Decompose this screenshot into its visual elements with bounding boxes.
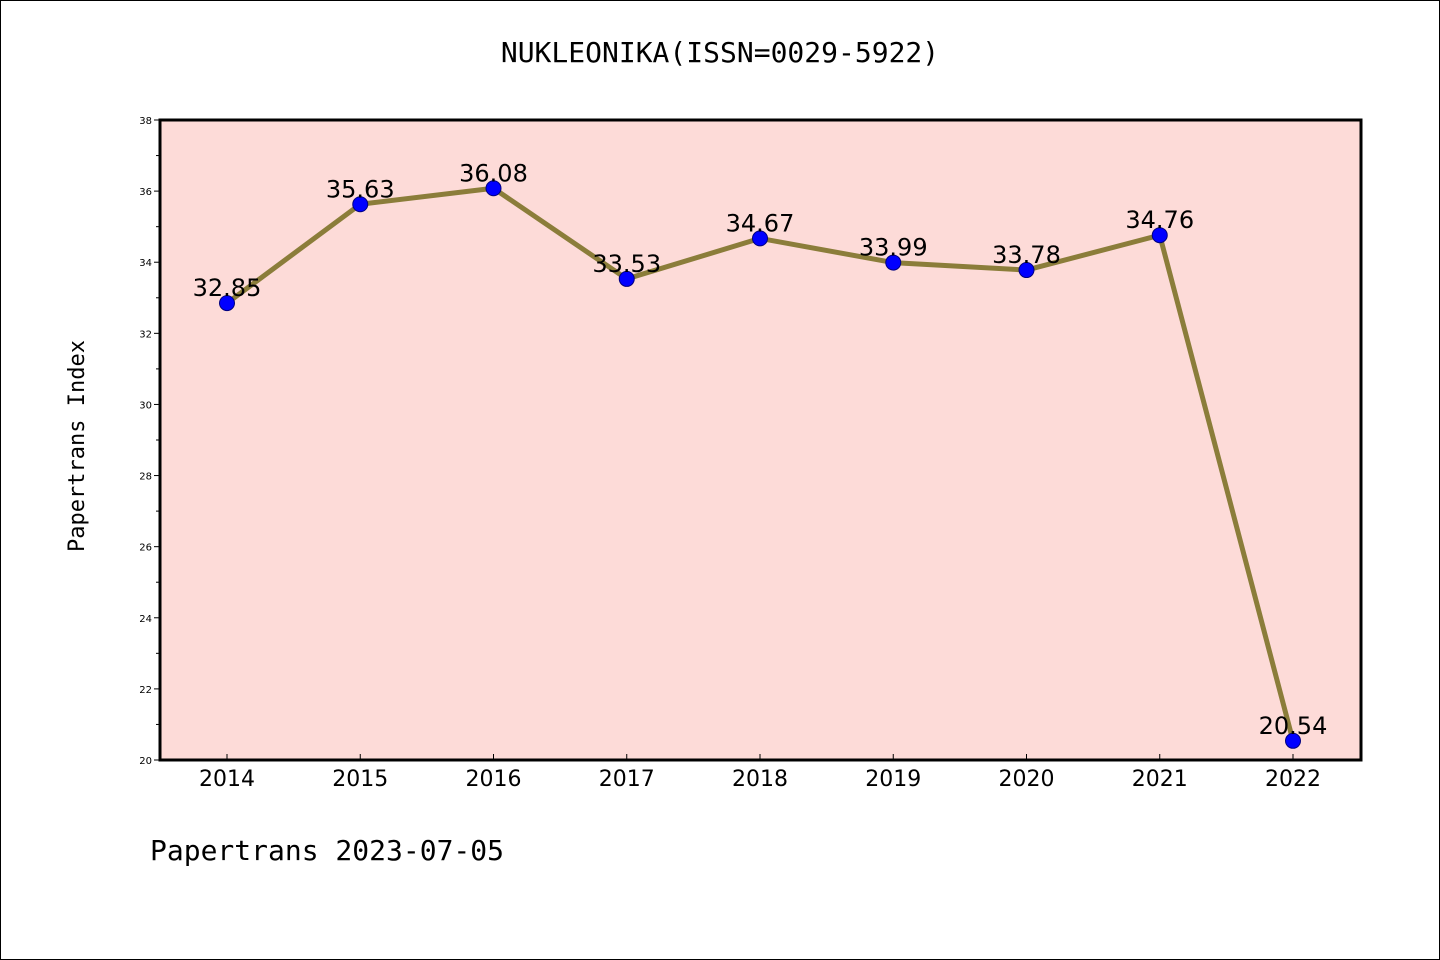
data-point [885,254,902,271]
data-label: 33.99 [859,234,928,262]
data-point [1018,262,1035,279]
y-tick-label: 26 [139,543,152,554]
y-tick-label: 22 [139,685,152,696]
y-tick-label: 24 [139,614,152,625]
plot-frame [158,118,1363,762]
data-label: 34.76 [1125,206,1194,234]
x-tick-label: 2018 [732,767,788,792]
y-tick-label: 38 [139,116,152,127]
data-label: 33.53 [592,250,661,278]
data-point [219,295,235,312]
x-tick-label: 2021 [1132,767,1188,792]
data-label: 20.54 [1259,712,1328,740]
x-tick-label: 2015 [332,767,388,792]
y-tick-label: 34 [139,258,152,269]
y-tick-label: 30 [139,400,152,411]
data-label: 32.85 [193,274,262,302]
x-tick-label: 2016 [466,767,522,792]
data-label: 36.08 [459,159,528,187]
plot-area [160,120,1361,760]
data-point [618,270,635,287]
chart-title: NUKLEONIKA(ISSN=0029-5922) [500,36,940,69]
footer-text: Papertrans 2023-07-05 [150,834,505,867]
data-point [485,180,502,197]
x-tick-label: 2019 [865,767,921,792]
y-axis-label: Papertrans Index [65,340,90,552]
data-point [1285,732,1301,749]
y-tick-label: 20 [139,756,152,767]
data-label: 35.63 [326,175,395,203]
data-label: 33.78 [992,241,1061,269]
x-tick-label: 2017 [599,767,655,792]
data-point [752,230,768,247]
y-tick-label: 28 [139,472,152,483]
x-tick-label: 2020 [999,767,1055,792]
data-point [1151,227,1168,244]
y-tick-label: 32 [139,329,152,340]
data-label: 34.67 [726,209,795,237]
x-tick-label: 2014 [199,767,255,792]
x-tick-label: 2022 [1265,767,1321,792]
data-point [352,196,369,213]
y-tick-label: 36 [139,187,152,198]
